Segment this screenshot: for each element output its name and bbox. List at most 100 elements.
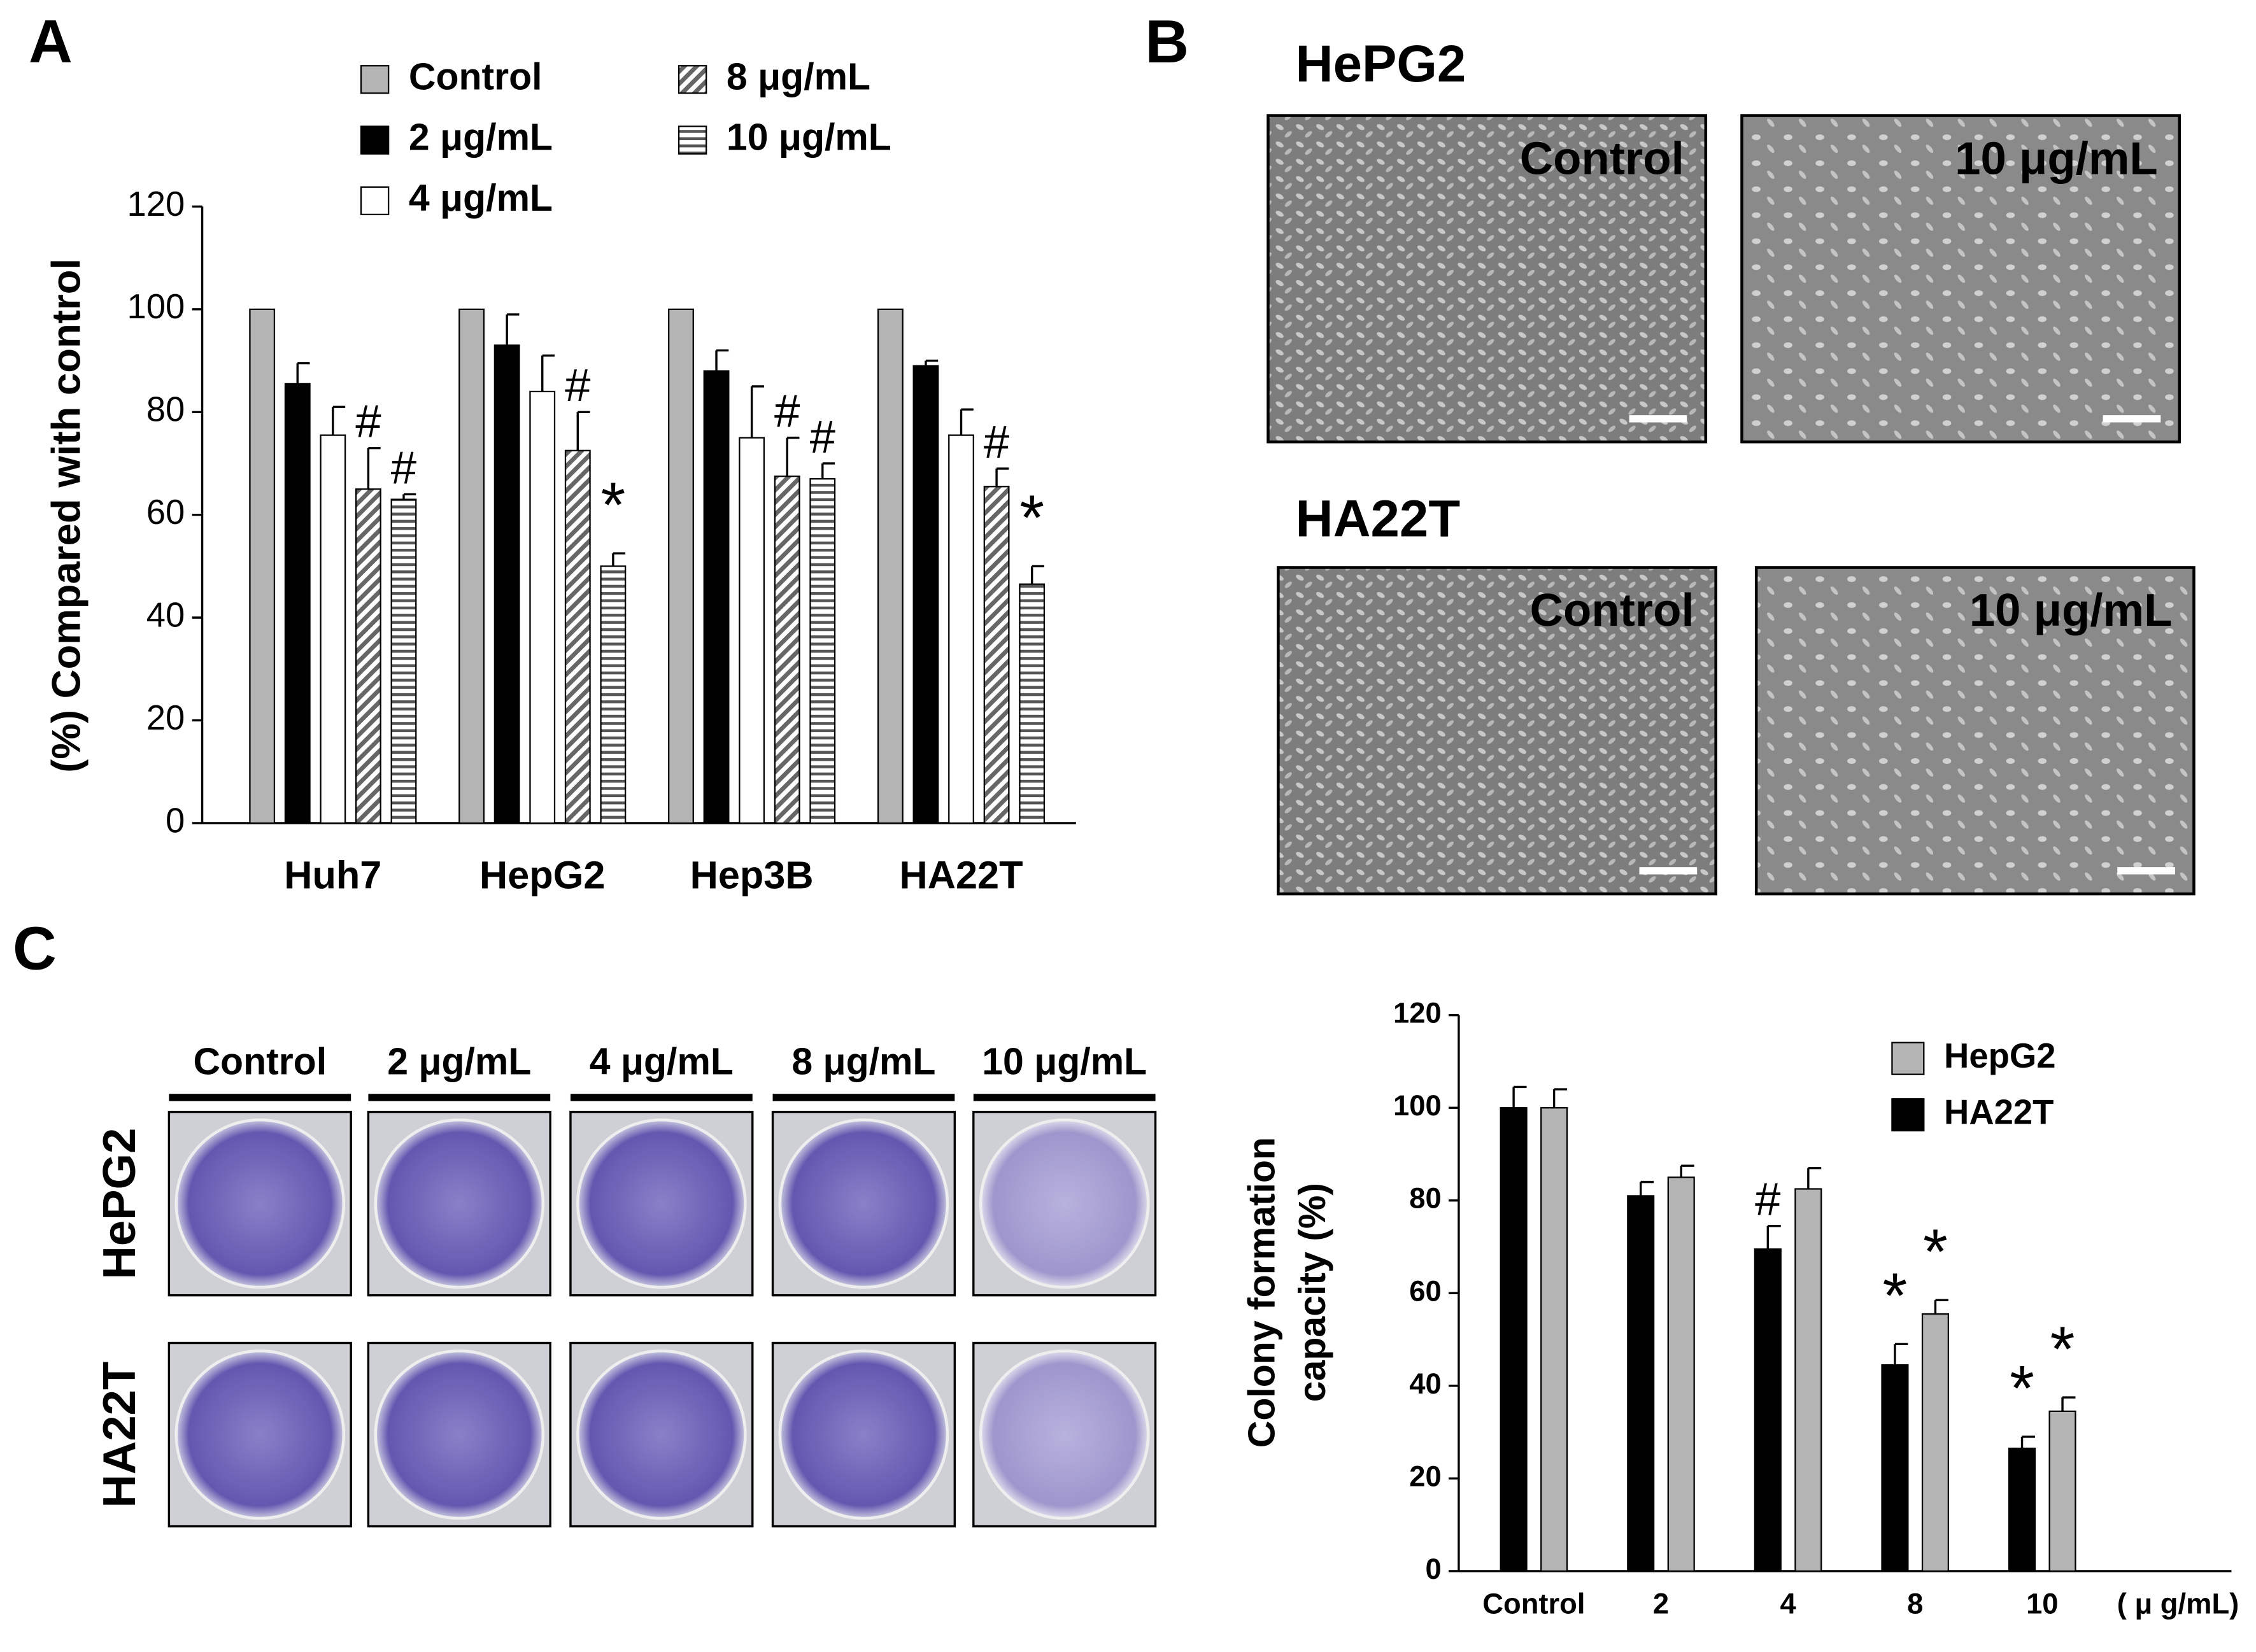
bar [529,390,556,824]
y-tick-label: 0 [1425,1553,1441,1585]
error-bar [1894,1343,1908,1366]
bar [877,308,904,824]
y-axis-label: (%) Compared with control [45,258,89,773]
x-tick-label: Control [1482,1587,1585,1620]
error-bar [786,436,800,477]
well [778,1349,949,1520]
error-bar [1934,1299,1948,1315]
significance-mark: # [774,386,800,437]
well [174,1349,346,1520]
y-tick-label: 20 [1409,1460,1441,1492]
colony-column-label: 2 μg/mL [387,1041,531,1082]
significance-mark: # [1755,1174,1781,1225]
bar [320,434,346,824]
error-bar [2061,1396,2076,1411]
y-tick-label: 20 [146,698,185,737]
bar [668,308,694,824]
error-bar [576,411,590,451]
x-tick-label: HepG2 [479,853,605,896]
bar [2048,1410,2076,1572]
error-bar [1766,1225,1781,1250]
error-bar [1552,1088,1568,1108]
legend-label: HepG2 [1944,1036,2055,1075]
bar [2008,1447,2036,1572]
significance-mark: * [1923,1217,1948,1288]
y-tick-label: 60 [1409,1274,1441,1307]
error-bar [960,408,974,435]
bar [983,486,1010,824]
y-tick-label: 100 [127,287,185,326]
colony-column-label: 10 μg/mL [982,1041,1147,1082]
y-tick-label: 100 [1393,1089,1442,1122]
y-tick-label: 60 [146,493,185,532]
error-bar [1680,1164,1694,1178]
bar [1500,1107,1528,1572]
error-bar [1640,1180,1654,1196]
y-tick-label: 120 [1393,997,1442,1029]
error-bar [541,354,555,392]
bar [739,437,765,824]
micrograph-label: 10 μg/mL [1969,584,2173,636]
x-tick-label: Hep3B [690,853,814,896]
x-tick-label: 2 [1653,1587,1669,1620]
bar [1881,1364,1909,1572]
bar [564,449,591,824]
micrograph-row-label: HePG2 [1296,35,1466,93]
micrograph [1277,566,1717,896]
legend-swatch [1891,1098,1925,1132]
micrograph [1754,566,2196,896]
significance-mark: * [2010,1353,2034,1424]
bar [1019,583,1046,824]
y-tick-label: 40 [1409,1367,1441,1400]
significance-mark: # [565,360,591,411]
error-bar [1512,1085,1527,1108]
bar [493,344,520,824]
bar [1794,1188,1822,1572]
well [979,1349,1150,1520]
panel-label: C [13,915,57,982]
panel-label: B [1145,8,1189,76]
colony-column-label: 4 μg/mL [590,1041,734,1082]
bar [1627,1195,1655,1572]
y-tick-label: 80 [1409,1182,1441,1215]
x-tick-label: 8 [1907,1587,1923,1620]
significance-mark: * [600,470,625,541]
bar [458,308,485,824]
error-bar [715,349,729,371]
error-bar [332,406,346,435]
legend-swatch [360,125,390,155]
bar [1667,1176,1695,1572]
legend-swatch [360,186,390,216]
significance-mark: # [355,396,381,448]
well [576,1349,747,1520]
legend-swatch [678,125,707,155]
well [374,1118,545,1289]
micrograph [1266,114,1708,444]
error-bar [750,385,764,438]
x-tick-label: Huh7 [284,853,381,896]
y-tick-label: 0 [166,801,185,840]
colony-column-label: Control [193,1041,327,1082]
significance-mark: # [984,416,1010,468]
micrograph-label: 10 μg/mL [1955,132,2158,184]
error-bar [1030,565,1044,584]
bar [284,383,311,824]
x-axis-label: ( μ g/mL) [2117,1587,2239,1620]
colony-row-label: HA22T [94,1362,145,1508]
y-tick-label: 120 [127,185,185,223]
x-tick-label: HA22T [900,853,1023,896]
bar [809,478,836,824]
bar [600,565,627,824]
well [174,1118,346,1289]
legend-swatch [1891,1041,1925,1075]
bar [1754,1248,1782,1572]
legend-label: 8 μg/mL [727,56,870,97]
bar [912,365,939,824]
y-axis-label: Colony formation [1241,1137,1282,1448]
legend-label: 2 μg/mL [409,117,553,159]
panel-label: A [29,8,73,76]
significance-mark: * [2050,1314,2075,1385]
bar [1921,1313,1949,1572]
